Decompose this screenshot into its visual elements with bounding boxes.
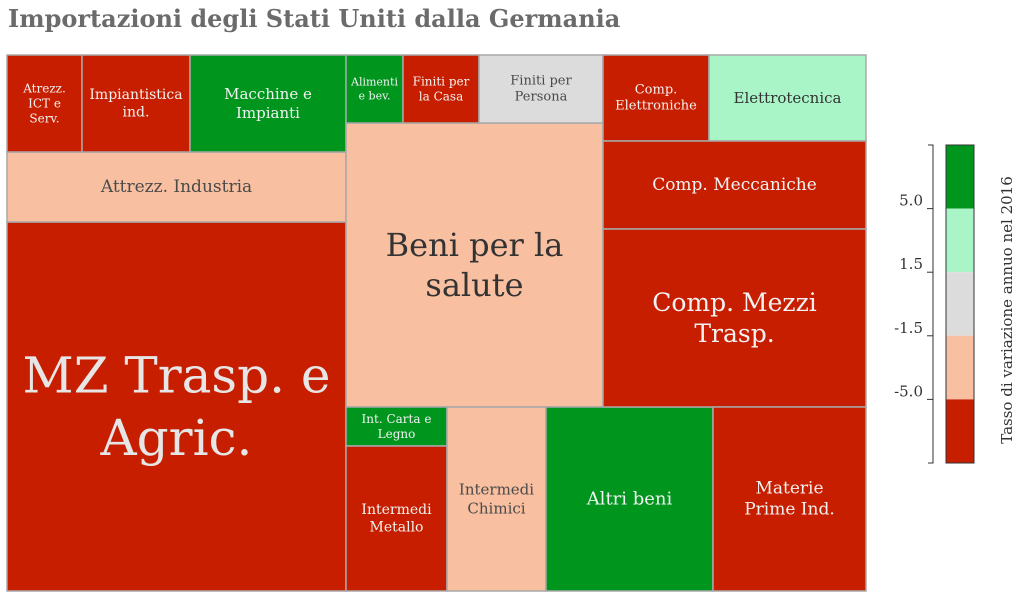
tile-rect-comp-meccaniche [602,140,867,230]
tile-beni-per-la-salute: Beni per la salute [345,122,604,408]
legend-swatch-1 [946,145,974,209]
tile-label-beni-per-la-salute: Beni per la salute [386,226,564,304]
tile-rect-comp-mezzi-trasp [602,228,867,408]
chart-title: Importazioni degli Stati Uniti dalla Ger… [8,4,621,33]
legend-frame [945,144,975,464]
tile-label-impiantistica-ind: Impiantistica ind. [89,87,182,121]
tile-label-comp-meccaniche: Comp. Meccaniche [652,175,817,195]
tile-intermedi-metallo: Intermedi Metallo [345,445,448,592]
tile-elettrotecnica: Elettrotecnica [708,54,867,142]
tile-atrezz-ict-e-serv: Atrezz. ICT e Serv. [6,54,83,153]
tile-label-attrezz-industria: Attrezz. Industria [100,177,252,197]
tile-attrezz-industria: Attrezz. Industria [6,151,347,223]
tile-label-intermedi-chimici: Intermedi Chimici [459,481,534,518]
tile-impiantistica-ind: Impiantistica ind. [81,54,191,153]
tile-intermedi-chimici: Intermedi Chimici [446,406,547,592]
tile-altri-beni: Altri beni [545,406,714,592]
tile-comp-mezzi-trasp: Comp. Mezzi Trasp. [602,228,867,408]
tile-label-int-carta-e-legno: Int. Carta e Legno [362,412,432,441]
tile-comp-meccaniche: Comp. Meccaniche [602,140,867,230]
tile-label-elettrotecnica: Elettrotecnica [734,89,842,107]
legend-axis [928,144,934,464]
tile-comp-elettroniche: Comp. Elettroniche [602,54,710,142]
tile-label-macchine-e-impianti: Macchine e Impianti [224,85,312,122]
tile-mz-trasp-e-agric: MZ Trasp. e Agric. [6,221,347,592]
tile-rect-alimenti-e-bev [345,54,404,124]
tile-label-alimenti-e-bev: Alimenti e bev. [350,76,398,103]
tile-macchine-e-impianti: Macchine e Impianti [189,54,347,153]
legend-swatch-3 [946,272,974,336]
tile-label-atrezz-ict-e-serv: Atrezz. ICT e Serv. [22,82,66,126]
tile-rect-finiti-per-persona [478,54,604,124]
tile-rect-altri-beni [545,406,714,592]
tile-label-comp-elettroniche: Comp. Elettroniche [615,82,697,113]
legend-tick-label: 5.0 [899,192,923,210]
tile-label-altri-beni: Altri beni [586,489,673,510]
tile-int-carta-e-legno: Int. Carta e Legno [345,406,448,447]
legend-title: Tasso di variazione annuo nel 2016 [998,176,1016,444]
legend-swatch-5 [946,399,974,463]
tile-rect-atrezz-ict-e-serv [6,54,83,153]
tile-alimenti-e-bev: Alimenti e bev. [345,54,404,124]
tile-rect-impiantistica-ind [81,54,191,153]
legend-swatch-2 [946,208,974,273]
tile-rect-intermedi-metallo [345,445,448,592]
tile-rect-mz-trasp-e-agric [6,221,347,592]
tile-rect-intermedi-chimici [446,406,547,592]
tile-label-intermedi-metallo: Intermedi Metallo [361,502,432,536]
tile-label-comp-mezzi-trasp: Comp. Mezzi Trasp. [652,288,817,348]
legend-swatch-4 [946,335,974,400]
tile-label-mz-trasp-e-agric: MZ Trasp. e Agric. [23,346,331,467]
legend-tick-label: 1.5 [899,255,923,273]
legend-tick-label: -5.0 [894,382,923,400]
tile-rect-elettrotecnica [708,54,867,142]
tile-label-materie-prime-ind: Materie Prime Ind. [744,478,835,519]
tile-materie-prime-ind: Materie Prime Ind. [712,406,867,592]
tile-finiti-per-la-casa: Finiti per la Casa [402,54,480,124]
tile-label-finiti-per-persona: Finiti per Persona [510,73,572,104]
legend: 5.0 1.5 -1.5 -5.0 Tasso di variazione annuo … [894,144,1016,464]
tile-label-finiti-per-la-casa: Finiti per la Casa [413,75,470,104]
tile-rect-materie-prime-ind [712,406,867,592]
tile-finiti-per-persona: Finiti per Persona [478,54,604,124]
tile-rect-beni-per-la-salute [345,122,604,408]
legend-tick-label: -1.5 [894,319,923,337]
